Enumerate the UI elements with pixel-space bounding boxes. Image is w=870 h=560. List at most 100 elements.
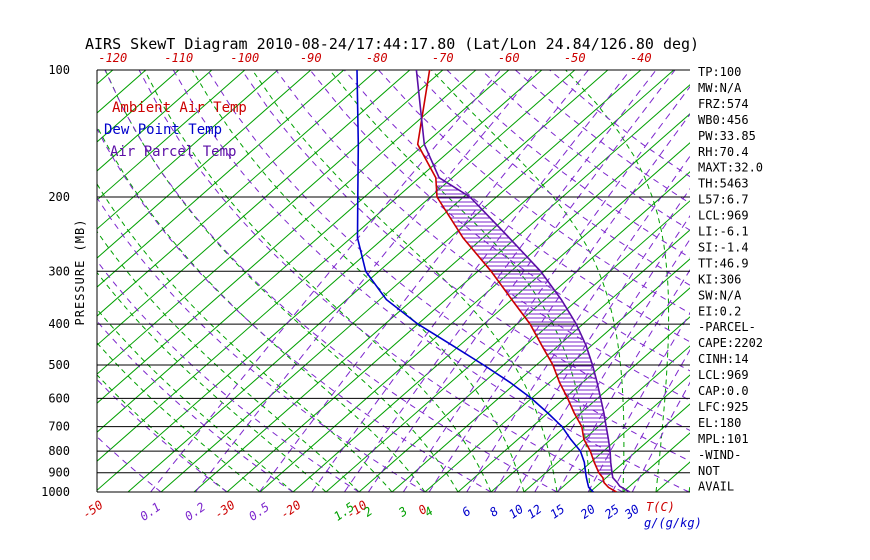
stat-item: MPL:101 <box>698 432 749 446</box>
legend-dew-point-label: Dew Point Temp <box>104 122 222 138</box>
pressure-tick: 400 <box>48 317 70 331</box>
isotherm-line <box>97 70 477 404</box>
pressure-axis-label: PRESSURE (MB) <box>73 219 87 326</box>
mixing-ratio-line <box>343 70 657 492</box>
isotherm-line <box>127 70 609 492</box>
top-temp-tick: -60 <box>498 51 520 65</box>
moist-adiabat-line <box>144 70 492 492</box>
isotherm-line <box>226 84 690 492</box>
isotherm-line <box>457 287 690 492</box>
dry-adiabat-line <box>104 70 558 492</box>
bottom-temp-tick: -20 <box>278 498 304 522</box>
stats-panel: TP:100 MW:N/A FRZ:574 WB0:456 PW:33.85 RH:70.… <box>698 65 763 494</box>
stat-item: SI:-1.4 <box>698 240 749 254</box>
pressure-tick: 500 <box>48 358 70 372</box>
moist-adiabat-line <box>97 230 360 492</box>
stat-item: AVAIL <box>698 480 734 494</box>
stat-item: LCL:969 <box>698 368 749 382</box>
isotherm-line <box>97 70 246 201</box>
top-temp-tick: -110 <box>164 51 193 65</box>
sounding-curves-group <box>356 70 631 492</box>
isotherm-line <box>556 374 690 492</box>
stat-item: TH:5463 <box>698 177 749 191</box>
stat-item: LCL:969 <box>698 209 749 223</box>
moist-adiabat-line <box>97 308 294 492</box>
ambient-air-temp-curve <box>416 70 617 492</box>
stat-item: CINH:14 <box>698 352 749 366</box>
mixing-ratio-line <box>557 269 690 492</box>
dry-adiabat-group <box>97 70 690 492</box>
stat-item: EL:180 <box>698 416 741 430</box>
legend-parcel-temp-label: Air Parcel Temp <box>110 144 236 160</box>
stat-item: -WIND- <box>698 448 741 462</box>
stat-item: CAP:0.0 <box>698 384 749 398</box>
stat-item: MAXT:32.0 <box>698 161 763 175</box>
isotherm-line <box>325 171 690 492</box>
mixing-ratio-line <box>466 155 690 492</box>
dry-adiabat-line <box>97 127 492 492</box>
isotherm-line <box>655 461 690 492</box>
dry-adiabat-line <box>97 320 294 492</box>
pressure-tick: 100 <box>48 63 70 77</box>
stat-item: FRZ:574 <box>698 97 749 111</box>
mixing-ratio-line <box>195 70 538 492</box>
stat-item: TT:46.9 <box>698 256 749 270</box>
pressure-tick: 600 <box>48 391 70 405</box>
isotherm-line <box>97 70 576 491</box>
mixing-ratio-line <box>367 70 676 492</box>
top-temp-tick: -40 <box>630 51 652 65</box>
moist-adiabat-line <box>97 124 426 492</box>
dry-adiabat-line <box>241 70 690 432</box>
top-temp-tick: -70 <box>432 51 454 65</box>
moist-adiabat-line <box>431 70 625 492</box>
mixing-ratio-tick: 25 <box>602 502 622 522</box>
dry-adiabat-line <box>97 378 228 492</box>
moist-adiabat-line <box>104 70 459 492</box>
mixing-ratio-line <box>587 312 690 492</box>
top-temp-tick: -100 <box>230 51 259 65</box>
mixing-ratio-line <box>534 238 690 492</box>
mixing-ratio-tick: 15 <box>548 502 568 522</box>
mixing-ratio-tick: 0.1 <box>137 500 163 524</box>
isotherm-line <box>97 70 312 259</box>
dry-adiabat-line <box>97 196 426 492</box>
pressure-tick: 900 <box>48 466 70 480</box>
stat-item: LFC:925 <box>698 400 749 414</box>
stat-item: CAPE:2202 <box>698 336 763 350</box>
top-temp-tick: -120 <box>98 51 127 65</box>
moist-adiabat-line <box>191 70 525 492</box>
isotherm-line <box>97 70 510 433</box>
dry-adiabat-line <box>97 436 162 492</box>
moist-adiabat-line <box>97 342 261 492</box>
dry-adiabat-line <box>378 70 690 314</box>
sounding-layer <box>356 70 631 492</box>
dry-adiabat-line <box>172 70 690 492</box>
cape-hatch-area <box>435 177 613 478</box>
dew-point-temp-curve <box>356 70 594 492</box>
top-temp-tick: -80 <box>366 51 388 65</box>
stat-item: SW:N/A <box>698 288 742 302</box>
legend-ambient-temp-label: Ambient Air Temp <box>112 100 247 116</box>
pressure-tick: 300 <box>48 264 70 278</box>
stat-item: EI:0.2 <box>698 304 741 318</box>
stat-item: MW:N/A <box>698 81 742 95</box>
moist-adiabat-line <box>97 374 228 492</box>
pressure-tick: 800 <box>48 444 70 458</box>
mixing-ratio-tick: 12 <box>525 502 545 522</box>
mixing-ratio-line <box>493 187 690 492</box>
pressure-tick: 1000 <box>41 485 70 499</box>
mixing-ratio-tick: 6 <box>459 504 473 520</box>
top-temp-tick: -50 <box>564 51 586 65</box>
bottom-temp-tick: -30 <box>212 498 238 522</box>
stat-item: L57:6.7 <box>698 193 749 207</box>
stat-item: LI:-6.1 <box>698 225 749 239</box>
dry-adiabat-line <box>275 70 690 401</box>
isotherm-line <box>589 403 690 492</box>
stat-item: RH:70.4 <box>698 145 749 159</box>
stat-item: TP:100 <box>698 65 741 79</box>
isotherm-line <box>523 345 690 492</box>
isotherm-line <box>490 316 690 492</box>
mixing-ratio-tick: 0.2 <box>182 500 208 524</box>
